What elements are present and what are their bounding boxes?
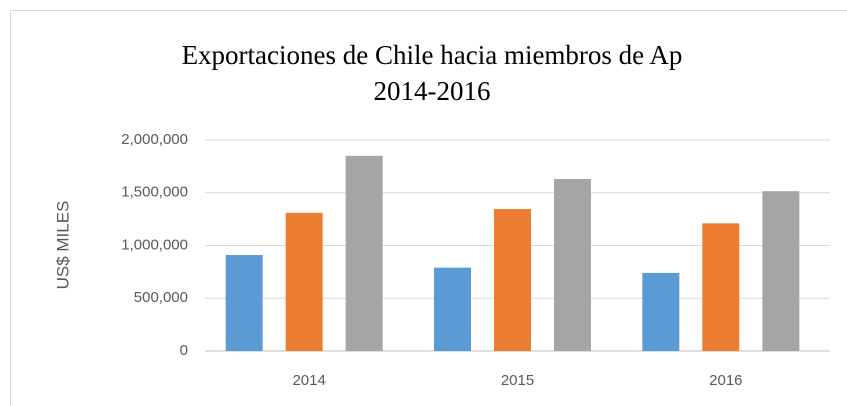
bar [285, 212, 323, 351]
y-axis-title: US$ MILES [53, 201, 72, 290]
bar [702, 223, 740, 351]
bar [434, 267, 471, 351]
bar [494, 209, 531, 351]
y-tick-label: 1,500,000 [121, 184, 188, 201]
bar [554, 179, 591, 351]
chart-title: Exportaciones de Chile hacia miembros de… [182, 40, 683, 70]
chart-subtitle: 2014-2016 [374, 76, 491, 106]
bar [225, 254, 263, 351]
x-tick-label: 2015 [501, 372, 534, 389]
bar [345, 155, 383, 351]
x-tick-label: 2016 [709, 372, 742, 389]
bar [762, 191, 800, 351]
y-tick-label: 500,000 [134, 289, 188, 306]
y-tick-label: 1,000,000 [121, 236, 188, 253]
y-tick-label: 2,000,000 [121, 131, 188, 148]
chart-frame [10, 10, 847, 406]
y-tick-label: 0 [180, 342, 188, 359]
x-tick-label: 2014 [292, 372, 325, 389]
bar [642, 272, 680, 351]
